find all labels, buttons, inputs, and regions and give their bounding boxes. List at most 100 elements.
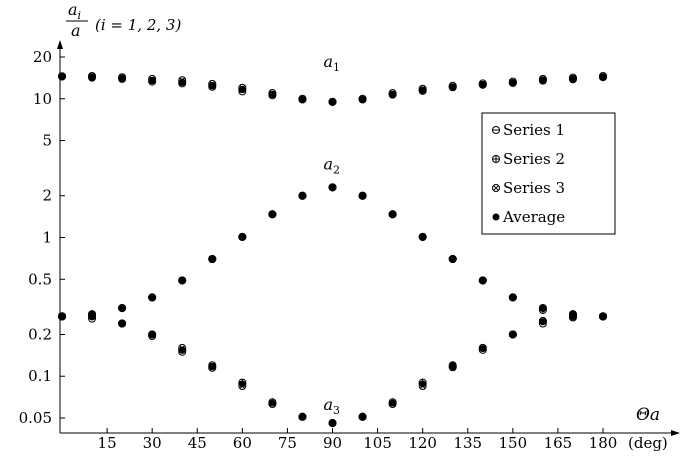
x-tick-label: 180	[589, 434, 618, 452]
y-ticks: 0.05 0.1 0.2 0.5 1 2 5 10 20	[19, 48, 65, 427]
marker-dot	[389, 399, 397, 407]
marker-dot	[569, 74, 577, 82]
marker-dot	[359, 192, 367, 200]
point-average-a1	[509, 78, 517, 86]
marker-dot	[88, 312, 96, 320]
point-average-a1	[298, 95, 306, 103]
marker-dot	[492, 213, 500, 221]
y-tick-label: 0.05	[19, 409, 52, 427]
point-average-a3	[148, 330, 156, 338]
point-average-a3	[479, 345, 487, 353]
marker-dot	[148, 76, 156, 84]
marker-dot	[479, 345, 487, 353]
annotation-sub: 1	[333, 61, 340, 74]
point-average-a1	[58, 72, 66, 80]
marker-dot	[329, 183, 336, 191]
point-average-a3	[569, 312, 577, 320]
marker-dot	[88, 73, 96, 81]
point-average-a3	[208, 362, 216, 370]
legend-label: Average	[502, 208, 565, 226]
x-tick-label: 60	[233, 434, 252, 452]
point-average-a3	[419, 380, 427, 388]
y-label-note: (i = 1, 2, 3)	[95, 16, 181, 34]
y-tick-label: 2	[42, 187, 52, 205]
marker-dot	[178, 78, 186, 86]
marker-dot	[268, 90, 276, 98]
point-average-a2	[389, 210, 397, 218]
point-average-a1	[479, 80, 487, 88]
marker-dot	[329, 419, 336, 427]
marker-dot	[419, 86, 427, 94]
y-label-sub: i	[78, 9, 82, 22]
marker-dot	[238, 380, 246, 388]
marker-dot	[148, 330, 156, 338]
x-axis-unit: (deg)	[628, 434, 668, 452]
annotation-main: a	[324, 154, 334, 173]
point-average-a3	[88, 312, 96, 320]
y-tick-label: 0.5	[28, 270, 52, 288]
marker-dot	[449, 83, 457, 91]
marker-dot	[389, 210, 397, 218]
annotation-a3: a3	[324, 395, 341, 417]
point-average-a1	[268, 90, 276, 98]
marker-dot	[298, 95, 306, 103]
x-tick-label: 75	[278, 434, 297, 452]
point-average-a2	[268, 210, 276, 218]
point-average-a1	[178, 78, 186, 86]
point-average-a2	[359, 192, 367, 200]
y-tick-label: 0.2	[28, 325, 52, 343]
y-label-main: a	[68, 0, 78, 19]
x-tick-label: 30	[143, 434, 162, 452]
marker-dot	[178, 276, 186, 284]
marker-dot	[329, 98, 336, 106]
marker-dot	[58, 72, 66, 80]
marker-dot	[178, 346, 186, 354]
marker-dot	[208, 255, 216, 263]
marker-dot	[449, 362, 457, 370]
marker-dot	[449, 255, 457, 263]
point-average-a3	[539, 318, 547, 326]
marker-dot	[539, 318, 547, 326]
point-average-a3	[238, 380, 246, 388]
point-average-a1	[539, 76, 547, 84]
point-average-a2	[118, 304, 126, 312]
point-average-a2	[238, 233, 246, 241]
y-tick-label: 0.1	[28, 367, 52, 385]
point-average-a3	[268, 399, 276, 407]
y-axis-label: ai a (i = 1, 2, 3)	[66, 0, 181, 40]
point-average-a3	[329, 419, 336, 427]
x-axis-label: Θa	[636, 405, 660, 425]
point-average-a1	[118, 74, 126, 82]
point-average-a2	[148, 293, 156, 301]
x-tick-label: 45	[188, 434, 207, 452]
marker-dot	[298, 413, 306, 421]
x-tick-label: 135	[453, 434, 482, 452]
point-average-a3	[118, 319, 126, 327]
marker-bar	[493, 185, 499, 191]
point-average-a3	[389, 399, 397, 407]
marker-dot	[509, 330, 517, 338]
marker-dot	[238, 85, 246, 93]
legend-box	[481, 112, 616, 235]
point-average-a3	[509, 330, 517, 338]
point-average-a2	[419, 233, 427, 241]
marker-dot	[359, 413, 367, 421]
x-ticks: 15 30 45 60 75 90 105 120 135 150 165 180	[98, 428, 618, 452]
marker-dot	[479, 80, 487, 88]
marker-dot	[479, 276, 487, 284]
point-average-a3	[599, 312, 607, 320]
legend-marker	[492, 184, 500, 192]
y-axis-arrow	[57, 40, 63, 49]
y-label-denominator: a	[71, 21, 81, 40]
y-tick-label: 5	[42, 132, 52, 150]
point-average-a3	[178, 346, 186, 354]
marker-dot	[599, 312, 607, 320]
marker-dot	[148, 293, 156, 301]
marker-dot	[118, 304, 126, 312]
marker-dot	[359, 95, 367, 103]
marker-dot	[509, 78, 517, 86]
axes	[57, 40, 680, 436]
point-average-a1	[329, 98, 336, 106]
legend-marker	[492, 126, 500, 134]
